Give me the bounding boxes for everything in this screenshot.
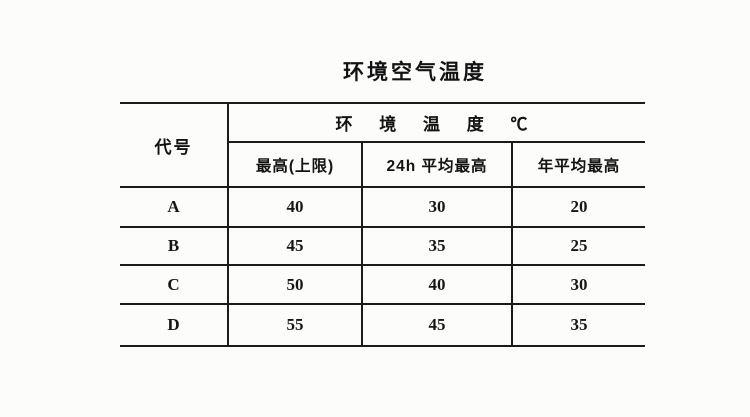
value-cell: 45 [227,226,363,266]
header-row-group: 代号 环 境 温 度 ℃ [120,102,645,188]
subheader-cell-annual-average-max: 年平均最高 [511,141,645,188]
value-cell: 50 [227,264,363,305]
row-code-cell: B [120,226,229,266]
value-cell: 25 [511,226,645,266]
table-row: A 40 30 20 [120,186,645,228]
temperature-table: 代号 环 境 温 度 ℃ 最高(上限) 24h 平均最高 年平均最高 A 40 … [120,102,645,347]
corner-header-cell: 代号 [120,102,229,188]
value-cell: 35 [511,303,645,347]
row-code-cell: D [120,303,229,347]
value-cell: 20 [511,186,645,228]
page-title: 环境空气温度 [343,61,487,84]
value-cell: 40 [361,264,513,305]
value-cell: 55 [227,303,363,347]
table-row: D 55 45 35 [120,303,645,347]
value-cell: 30 [511,264,645,305]
group-header-cell: 环 境 温 度 ℃ [227,102,645,143]
row-code-cell: A [120,186,229,228]
subheader-cell-24h-average-max: 24h 平均最高 [361,141,513,188]
header-row-sub: 最高(上限) 24h 平均最高 年平均最高 [120,141,645,188]
value-cell: 40 [227,186,363,228]
value-cell: 35 [361,226,513,266]
row-code-cell: C [120,264,229,305]
value-cell: 30 [361,186,513,228]
table-row: B 45 35 25 [120,226,645,266]
value-cell: 45 [361,303,513,347]
table-row: C 50 40 30 [120,264,645,305]
subheader-cell-max-upper-limit: 最高(上限) [227,141,363,188]
